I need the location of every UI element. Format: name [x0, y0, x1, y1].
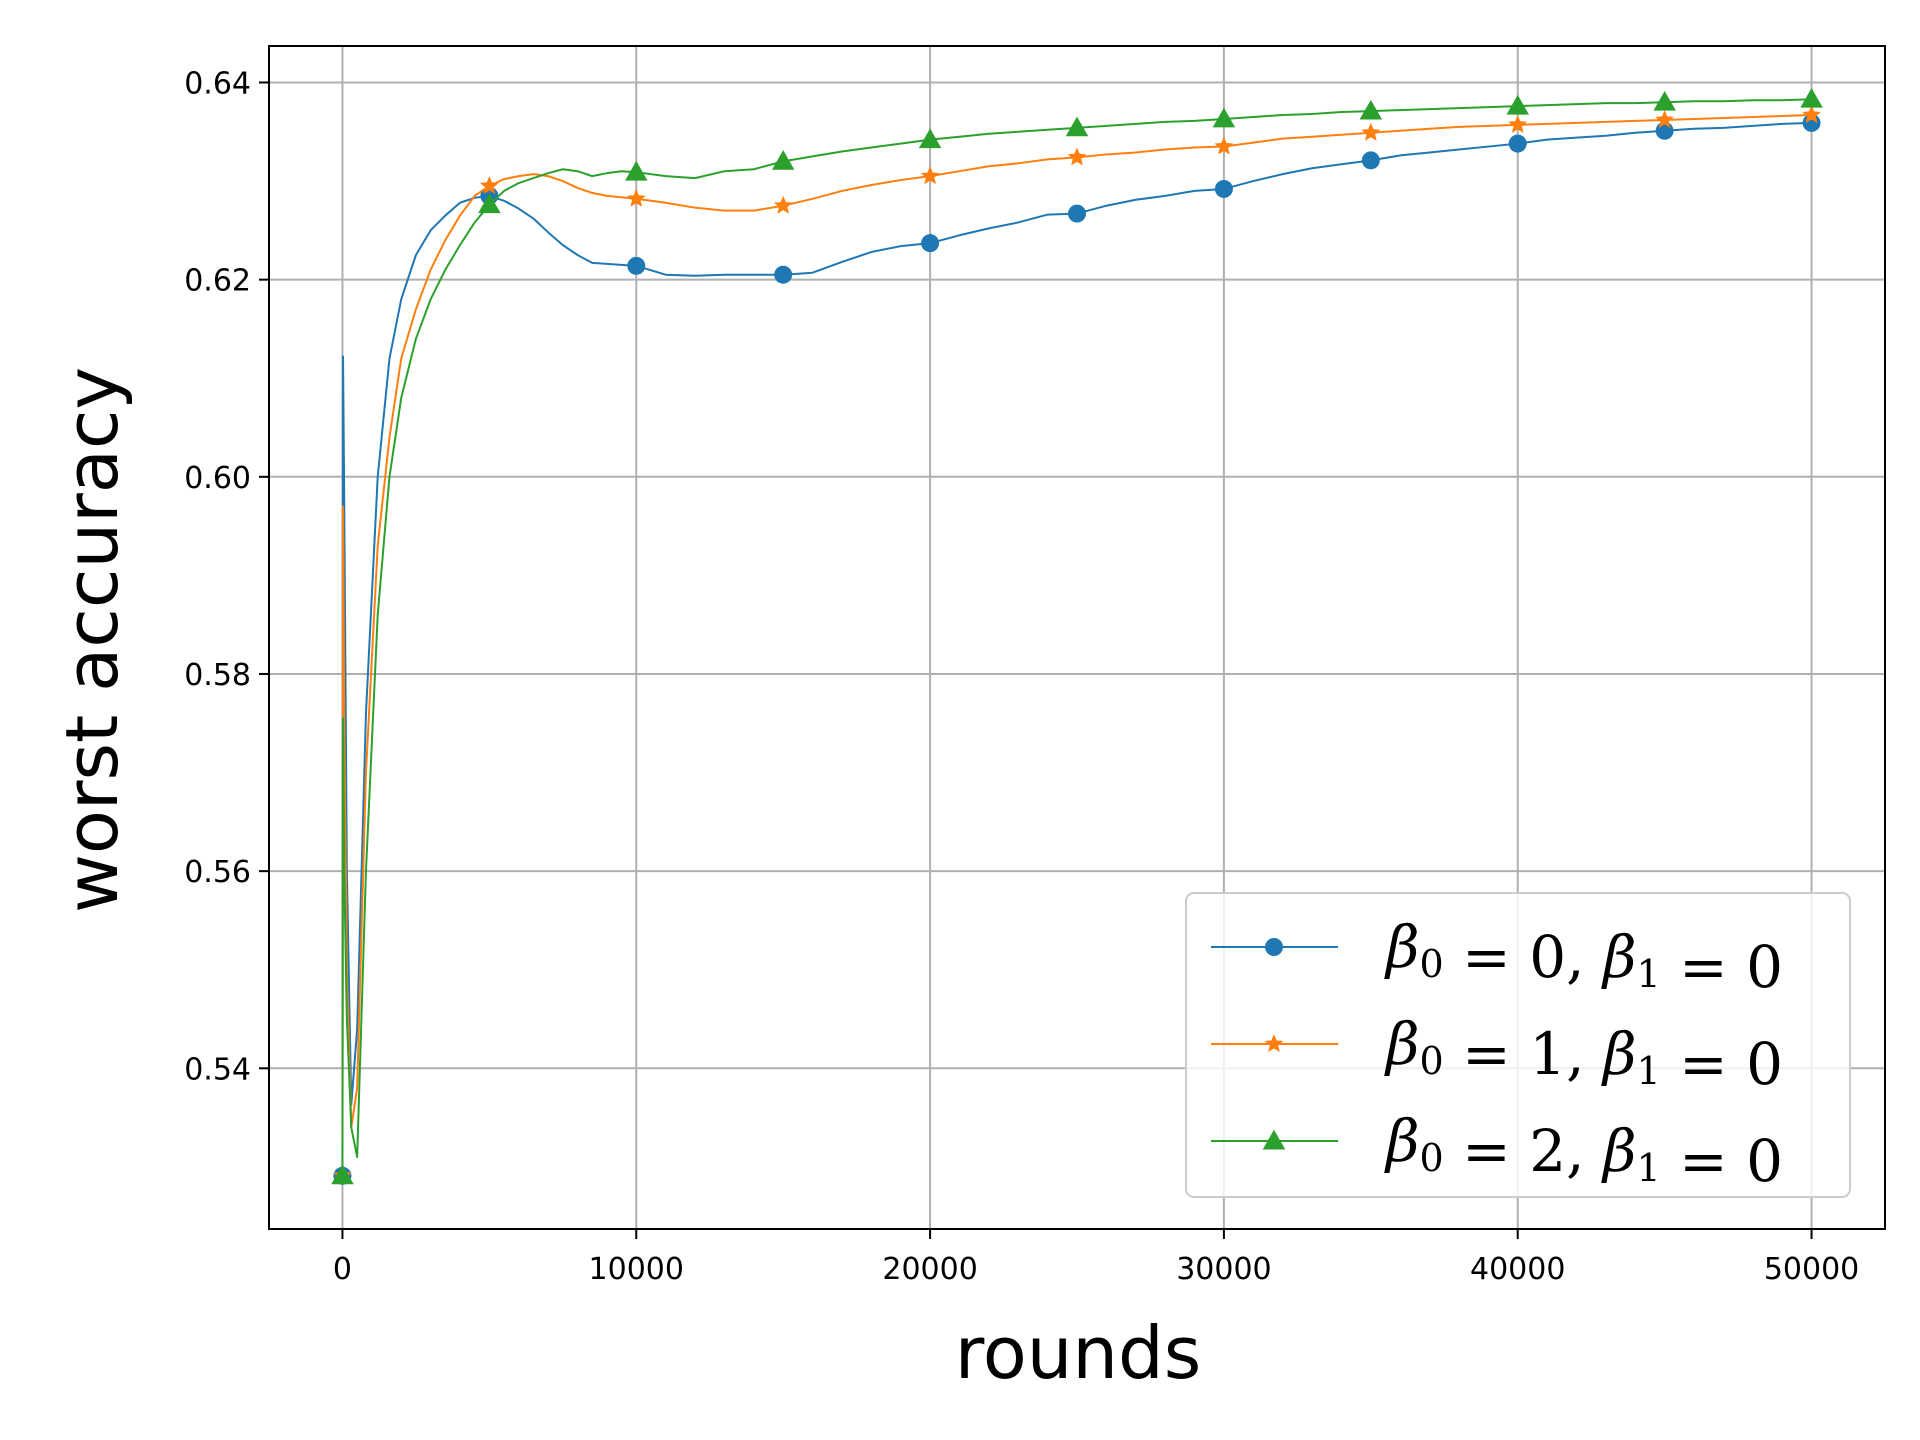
- data-point: [774, 265, 793, 284]
- data-point: [1214, 179, 1233, 198]
- data-point: [920, 166, 940, 185]
- data-point: [1067, 147, 1087, 166]
- data-point: [626, 188, 646, 207]
- data-point: [1214, 136, 1234, 155]
- series-1: [333, 105, 1821, 1184]
- data-point: [921, 234, 940, 253]
- data-point: [627, 256, 646, 275]
- data-point: [479, 176, 499, 194]
- data-point: [478, 193, 501, 214]
- x-tick-label: 20000: [882, 1252, 977, 1287]
- y-tick-label: 0.64: [184, 66, 251, 101]
- data-point: [331, 1164, 354, 1185]
- y-axis: 0.54 0.56 0.58 0.60 0.62 0.64: [184, 66, 269, 1087]
- legend-item: β0 = 2, β1 = 0: [1211, 1107, 1783, 1195]
- data-point: [1361, 122, 1381, 141]
- legend-label: β0 = 2, β1 = 0: [1384, 1107, 1783, 1195]
- data-point: [1359, 99, 1383, 120]
- legend-item: β0 = 1, β1 = 0: [1211, 1010, 1783, 1098]
- x-tick-label: 0: [333, 1252, 352, 1287]
- plot-frame: [268, 45, 1886, 1230]
- series-line: [341, 98, 1812, 1176]
- y-tick-label: 0.54: [184, 1052, 251, 1087]
- data-point: [1506, 94, 1529, 115]
- legend: β0 = 0, β1 = 0 β0 = 1, β1 = 0 β0 = 2, β1 =…: [1185, 892, 1851, 1198]
- y-tick-label: 0.60: [184, 461, 251, 496]
- data-point: [1653, 90, 1676, 111]
- x-axis: 0 10000 20000 30000 40000 50000: [333, 1229, 1859, 1287]
- data-point: [1361, 151, 1380, 170]
- legend-item: β0 = 0, β1 = 0: [1211, 913, 1783, 1001]
- legend-marker: [1264, 1034, 1284, 1053]
- data-point: [1800, 87, 1823, 108]
- data-point: [771, 150, 795, 170]
- data-point: [1508, 134, 1527, 153]
- legend-marker: [1265, 938, 1283, 956]
- data-point: [1508, 114, 1528, 133]
- data-point: [1655, 110, 1675, 128]
- legend-label: β0 = 1, β1 = 0: [1384, 1010, 1783, 1098]
- data-point: [1065, 116, 1089, 137]
- x-tick-label: 10000: [589, 1252, 684, 1287]
- legend-label: β0 = 0, β1 = 0: [1384, 913, 1783, 1001]
- x-tick-label: 50000: [1764, 1252, 1859, 1287]
- series-line: [341, 121, 1812, 1176]
- x-tick-label: 30000: [1176, 1252, 1271, 1287]
- x-axis-label: rounds: [955, 1311, 1202, 1395]
- series-layer: [331, 87, 1823, 1185]
- legend-marker: [1262, 1129, 1286, 1150]
- y-tick-label: 0.62: [184, 264, 251, 299]
- x-tick-label: 40000: [1470, 1252, 1565, 1287]
- data-point: [1802, 105, 1821, 124]
- series-line: [341, 114, 1812, 1176]
- legend-box: [1185, 892, 1851, 1198]
- data-point: [1655, 121, 1674, 140]
- data-point: [1212, 107, 1236, 128]
- data-point: [625, 160, 648, 181]
- data-point: [773, 195, 793, 214]
- data-point: [1068, 204, 1086, 223]
- y-tick-label: 0.56: [184, 855, 251, 890]
- series-2: [331, 87, 1823, 1185]
- y-tick-label: 0.58: [184, 658, 251, 693]
- y-axis-label: worst accuracy: [50, 367, 134, 913]
- data-point: [918, 128, 942, 149]
